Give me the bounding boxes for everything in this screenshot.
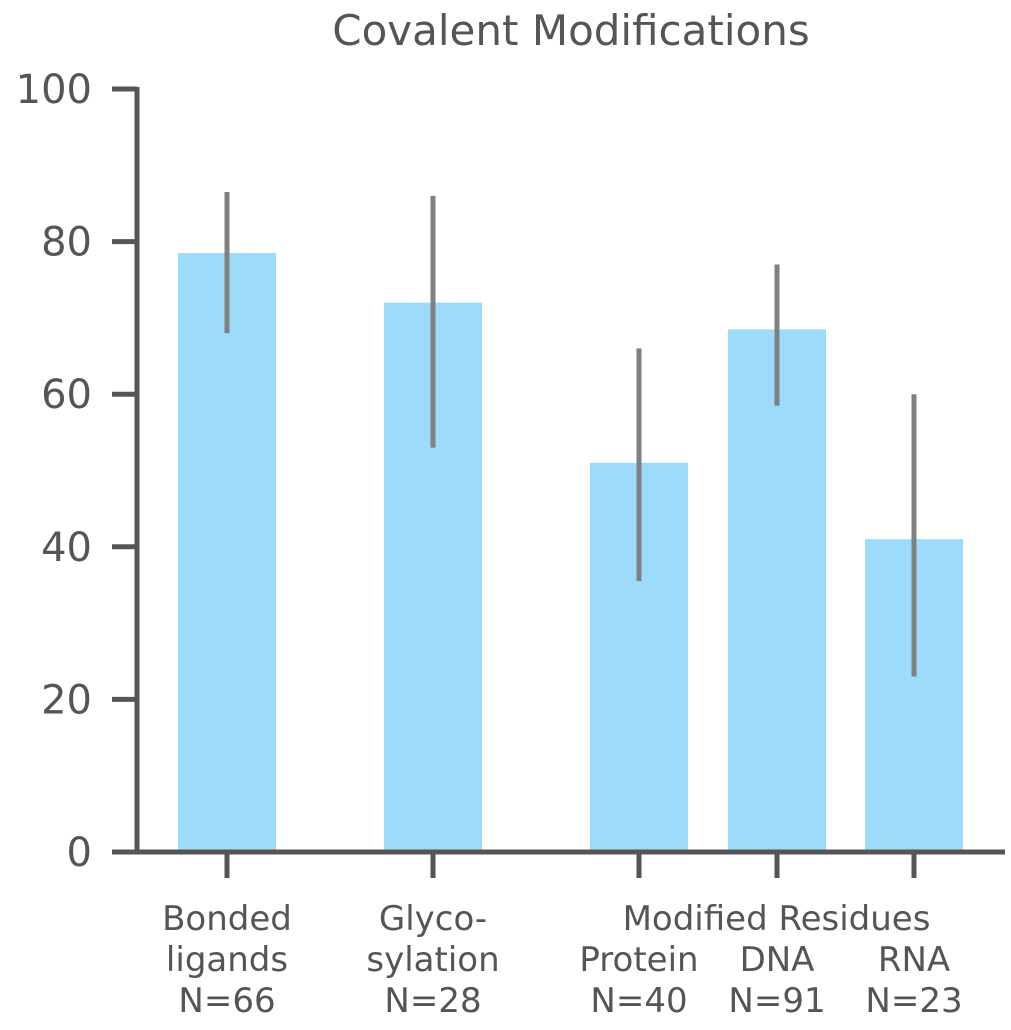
y-tick-label: 20	[41, 677, 92, 723]
x-tick-label: sylation	[366, 940, 499, 980]
x-tick-label: ligands	[166, 940, 288, 980]
x-tick-label: N=28	[384, 981, 481, 1021]
x-tick-label: Bonded	[162, 899, 292, 939]
x-tick-label: Protein	[579, 940, 698, 980]
y-tick-label: 40	[41, 525, 92, 571]
y-tick-label: 60	[41, 372, 92, 418]
x-tick-label: RNA	[878, 940, 950, 980]
x-tick-label: N=40	[590, 981, 687, 1021]
y-tick-label: 0	[67, 830, 92, 876]
y-tick-label: 80	[41, 220, 92, 266]
group-label: Modified Residues	[623, 899, 931, 939]
x-tick-label: DNA	[740, 940, 815, 980]
x-tick-label: N=23	[865, 981, 962, 1021]
x-tick-label: N=66	[178, 981, 275, 1021]
x-tick-label: Glyco-	[379, 899, 487, 939]
bar-0	[178, 253, 276, 853]
y-tick-label: 100	[16, 67, 92, 113]
chart-title: Covalent Modifications	[332, 6, 809, 55]
bar-3	[728, 329, 826, 853]
x-tick-label: N=91	[728, 981, 825, 1021]
